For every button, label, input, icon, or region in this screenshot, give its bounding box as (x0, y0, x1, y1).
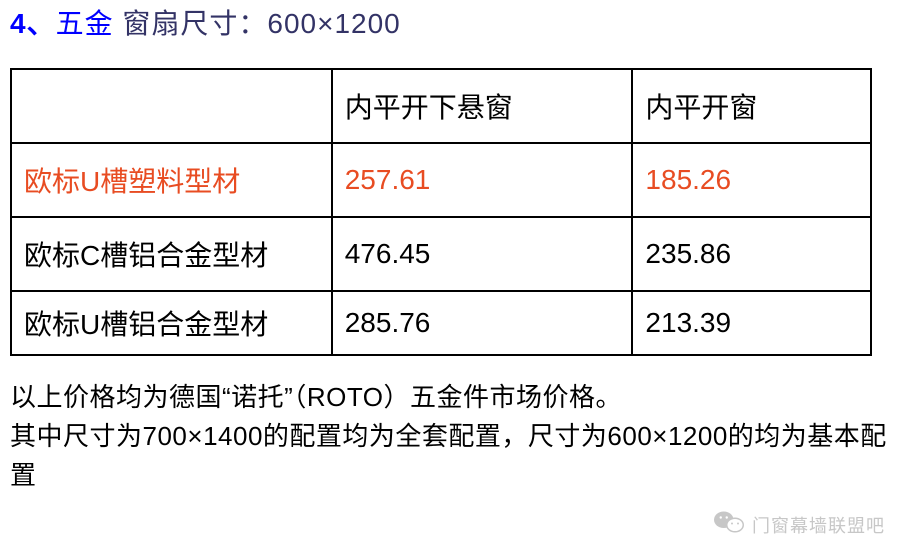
table-row: 欧标U槽塑料型材 257.61 185.26 (11, 143, 871, 217)
section-title-main: 五金 (56, 8, 114, 39)
table-cell: 185.26 (632, 143, 871, 217)
footnote-line-2: 其中尺寸为700×1400的配置均为全套配置，尺寸为600×1200的均为基本配… (10, 421, 887, 490)
table-header-cell (11, 69, 332, 143)
section-title-sub: 窗扇尺寸：600×1200 (114, 8, 401, 39)
watermark-text: 门窗幕墙联盟吧 (752, 512, 885, 538)
table-cell: 235.86 (632, 217, 871, 291)
table-cell: 476.45 (332, 217, 633, 291)
table-header-cell: 内平开下悬窗 (332, 69, 633, 143)
section-index: 4、 (10, 8, 56, 39)
table-cell: 213.39 (632, 291, 871, 355)
footnote-line-1: 以上价格均为德国“诺托”（ROTO）五金件市场价格。 (10, 382, 622, 412)
table-cell: 285.76 (332, 291, 633, 355)
table-header-cell: 内平开窗 (632, 69, 871, 143)
wechat-icon (714, 509, 744, 540)
table-cell: 欧标U槽塑料型材 (11, 143, 332, 217)
document-page: 4、五金 窗扇尺寸：600×1200 内平开下悬窗 内平开窗 欧标U槽塑料型材 … (0, 0, 897, 495)
footnote: 以上价格均为德国“诺托”（ROTO）五金件市场价格。 其中尺寸为700×1400… (10, 378, 887, 495)
section-title: 4、五金 窗扇尺寸：600×1200 (10, 6, 887, 42)
table-row: 欧标U槽铝合金型材 285.76 213.39 (11, 291, 871, 355)
table-cell: 欧标U槽铝合金型材 (11, 291, 332, 355)
watermark: 门窗幕墙联盟吧 (714, 509, 885, 540)
hardware-price-table: 内平开下悬窗 内平开窗 欧标U槽塑料型材 257.61 185.26 欧标C槽铝… (10, 68, 872, 356)
table-cell: 257.61 (332, 143, 633, 217)
table-header-row: 内平开下悬窗 内平开窗 (11, 69, 871, 143)
table-row: 欧标C槽铝合金型材 476.45 235.86 (11, 217, 871, 291)
table-cell: 欧标C槽铝合金型材 (11, 217, 332, 291)
